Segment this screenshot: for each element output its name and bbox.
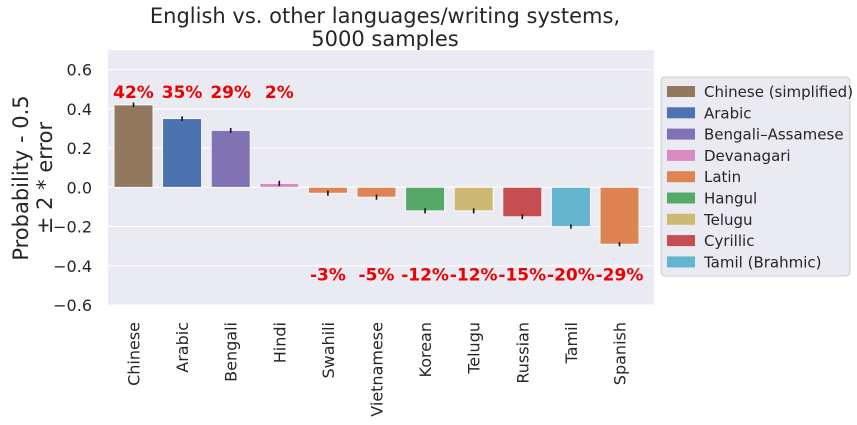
bar-tamil (551, 186, 591, 227)
bar-arabic (162, 118, 202, 188)
legend-entry: Arabic (704, 104, 752, 122)
bars (113, 104, 640, 245)
percent-label: -20% (547, 265, 595, 285)
percent-label: 29% (210, 83, 251, 103)
x-tick-label: Telugu (465, 322, 484, 375)
percent-label: -12% (401, 265, 449, 285)
percent-label: -15% (498, 265, 546, 285)
legend-entry: Cyrillic (704, 232, 754, 250)
y-axis-label-line-1: Probability - 0.5 (9, 95, 33, 260)
x-tick-label: Bengali (222, 322, 241, 382)
y-tick-label: −0.6 (53, 296, 92, 315)
percent-label: -3% (310, 265, 346, 285)
percent-label: 42% (113, 83, 154, 103)
chart-title-line-2: 5000 samples (311, 27, 458, 51)
legend-swatch (667, 235, 695, 247)
chart-title-line-1: English vs. other languages/writing syst… (150, 4, 620, 28)
x-tick-label: Swahili (319, 322, 338, 379)
y-tick-label: 0.6 (67, 61, 92, 80)
legend-swatch (667, 128, 695, 140)
y-tick-label: 0.4 (67, 100, 92, 119)
bar-spanish (599, 186, 640, 245)
x-tick-label: Russian (513, 322, 532, 384)
y-tick-label: 0.2 (67, 139, 92, 158)
y-tick-label: 0.0 (67, 178, 92, 197)
x-axis-ticks: Chinese Arabic Bengali Hindi Swahili Vietname… (125, 322, 630, 417)
legend-entry: Bengali–Assamese (704, 126, 844, 144)
legend-box (660, 76, 851, 277)
percent-label: 2% (265, 83, 294, 103)
legend-entry: Tamil (Brahmic) (703, 253, 821, 271)
legend-swatch (667, 213, 695, 225)
x-tick-label: Korean (416, 322, 435, 378)
bar-korean (405, 186, 445, 212)
bar-russian (502, 186, 543, 218)
x-tick-label: Arabic (173, 322, 192, 373)
legend-entry: Telugu (703, 211, 753, 229)
legend: Chinese (simplified) Arabic Bengali–Assame… (660, 76, 853, 277)
legend-swatch (667, 107, 695, 119)
error-bars (132, 102, 621, 247)
legend-entry: Hangul (704, 190, 757, 208)
legend-entry: Latin (704, 168, 741, 186)
x-tick-label: Chinese (125, 322, 144, 386)
percent-label: -29% (596, 265, 644, 285)
legend-entry: Devanagari (704, 147, 791, 165)
percent-label: 35% (162, 83, 203, 103)
legend-swatch (667, 256, 695, 268)
x-tick-label: Hindi (270, 322, 289, 363)
bar-telugu (453, 186, 494, 212)
percent-label: -5% (359, 265, 395, 285)
bar-chinese (113, 104, 154, 188)
legend-swatch (667, 149, 695, 161)
percent-label: -12% (450, 265, 498, 285)
y-axis-label-line-2: ± 2 * error (33, 121, 57, 234)
y-tick-label: −0.2 (53, 218, 92, 237)
x-tick-label: Spanish (611, 322, 630, 385)
percent-labels: 42% 35% 29% 2%-3% -5% -12% -12% -15% -20% -29% (113, 83, 643, 285)
legend-swatch (667, 86, 695, 97)
y-tick-label: −0.4 (53, 257, 92, 276)
x-tick-label: Vietnamese (368, 322, 387, 417)
legend-entry: Chinese (simplified) (704, 83, 853, 101)
bar-bengali (210, 130, 251, 188)
legend-swatch (667, 171, 695, 183)
x-tick-label: Tamil (562, 322, 581, 364)
legend-swatch (667, 192, 695, 204)
y-axis-ticks: 0.6 0.4 0.2 0.0 −0.2 −0.4 −0.6 (53, 61, 92, 315)
